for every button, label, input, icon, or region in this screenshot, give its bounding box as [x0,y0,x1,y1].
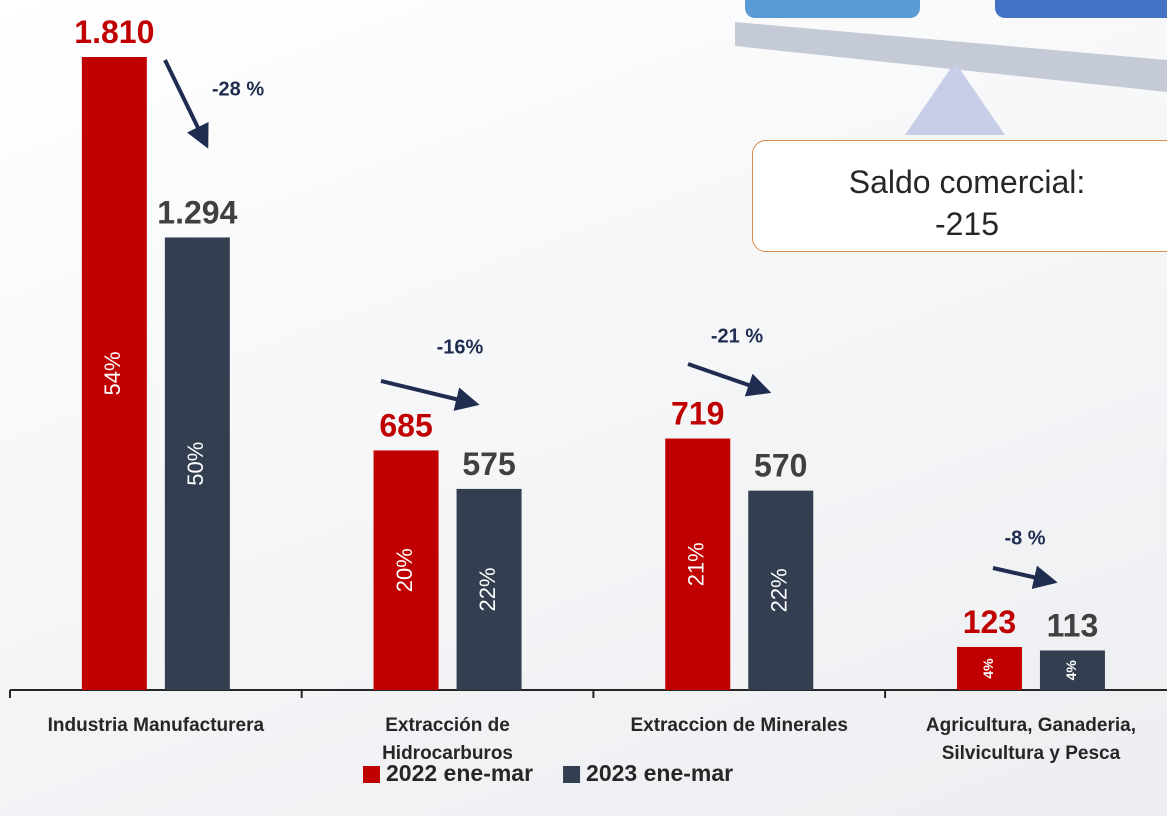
legend-swatch [363,766,380,783]
x-tick-label: Extracción de Hidrocarburos [358,712,538,768]
value-label: 1.810 [74,14,154,50]
chart: 1.810 54% 1.294 50% -28 % 685 20% 575 22% -16% 719… [0,0,1167,816]
change-label: -8 % [1004,527,1045,549]
change-arrow [381,381,468,402]
value-label: 685 [379,407,432,443]
x-tick-label: Agricultura, Ganaderia, Silvicultura y P… [886,712,1167,768]
x-tick-label: Industria Manufacturera [11,712,301,740]
change-label: -21 % [711,325,763,347]
value-label: 113 [1047,607,1099,643]
change-label: -28 % [212,78,264,100]
share-label: 50% [183,442,208,486]
share-label: 4% [1063,660,1079,681]
change-arrow [688,364,760,389]
value-label: 570 [754,448,807,484]
legend-label: 2023 ene-mar [586,760,733,786]
page: 1.810 54% 1.294 50% -28 % 685 20% 575 22% -16% 719… [0,0,1167,816]
legend-swatch [563,766,580,783]
value-label: 575 [462,446,515,482]
change-arrow [993,568,1046,580]
change-arrow [165,60,203,138]
share-label: 22% [767,568,792,612]
share-label: 4% [980,658,996,679]
value-label: 1.294 [157,194,237,230]
value-label: 719 [671,396,724,432]
share-label: 20% [392,548,417,592]
change-label: -16% [437,336,484,358]
share-label: 54% [100,351,125,395]
balance-box: Saldo comercial:-215 [752,140,1167,252]
value-label: 123 [963,604,1016,640]
share-label: 22% [475,567,500,611]
scale-pan [995,0,1167,18]
balance-value: -215 [753,203,1167,245]
balance-label: Saldo comercial: [753,161,1167,203]
x-tick-label: Extraccion de Minerales [594,712,884,740]
scale-pan [745,0,920,18]
share-label: 21% [684,542,709,586]
